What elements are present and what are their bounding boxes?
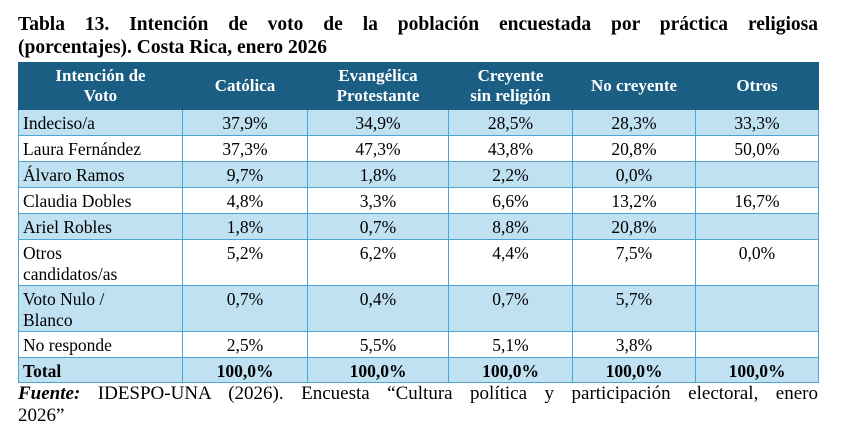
table-row: Indeciso/a 37,9% 34,9% 28,5% 28,3% 33,3% bbox=[18, 109, 819, 136]
table-title-line-2: (porcentajes). Costa Rica, enero 2026 bbox=[18, 37, 328, 58]
source-label: Fuente: bbox=[18, 383, 81, 404]
cell: 43,8% bbox=[448, 135, 573, 162]
cell: 28,5% bbox=[448, 109, 573, 136]
cell: 0,7% bbox=[182, 285, 308, 332]
source-text-line-1: IDESPO-UNA (2026). Encuesta “Cultura pol… bbox=[97, 383, 818, 404]
row-label: Ariel Robles bbox=[18, 213, 183, 240]
cell: 20,8% bbox=[572, 213, 696, 240]
cell bbox=[695, 213, 819, 240]
row-label: Indeciso/a bbox=[18, 109, 183, 136]
cell bbox=[695, 285, 819, 332]
total-cell: 100,0% bbox=[182, 357, 308, 383]
header-intencion-de-voto: Intención de Voto bbox=[18, 62, 183, 110]
cell: 5,5% bbox=[307, 331, 449, 358]
total-label: Total bbox=[18, 357, 183, 383]
total-cell: 100,0% bbox=[572, 357, 696, 383]
table-row: Ariel Robles 1,8% 0,7% 8,8% 20,8% bbox=[18, 213, 819, 240]
table-row: Claudia Dobles 4,8% 3,3% 6,6% 13,2% 16,7… bbox=[18, 187, 819, 214]
table-row: Álvaro Ramos 9,7% 1,8% 2,2% 0,0% bbox=[18, 161, 819, 188]
cell: 6,2% bbox=[307, 239, 449, 286]
header-otros: Otros bbox=[695, 62, 819, 110]
row-label: Voto Nulo / Blanco bbox=[18, 285, 183, 332]
total-cell: 100,0% bbox=[695, 357, 819, 383]
cell: 7,5% bbox=[572, 239, 696, 286]
total-cell: 100,0% bbox=[448, 357, 573, 383]
cell: 8,8% bbox=[448, 213, 573, 240]
table-row: Otros candidatos/as 5,2% 6,2% 4,4% 7,5% 0… bbox=[18, 239, 819, 286]
table-row: Voto Nulo / Blanco 0,7% 0,4% 0,7% 5,7% bbox=[18, 285, 819, 332]
row-label: Claudia Dobles bbox=[18, 187, 183, 214]
cell: 1,8% bbox=[307, 161, 449, 188]
row-label: Laura Fernández bbox=[18, 135, 183, 162]
table-row: Laura Fernández 37,3% 47,3% 43,8% 20,8% … bbox=[18, 135, 819, 162]
cell: 2,5% bbox=[182, 331, 308, 358]
header-creyente-sin-religion: Creyente sin religión bbox=[448, 62, 573, 110]
cell: 13,2% bbox=[572, 187, 696, 214]
header-no-creyente: No creyente bbox=[572, 62, 696, 110]
cell: 0,0% bbox=[572, 161, 696, 188]
header-evangelica-protestante: Evangélica Protestante bbox=[307, 62, 449, 110]
cell: 0,4% bbox=[307, 285, 449, 332]
table-row: No responde 2,5% 5,5% 5,1% 3,8% bbox=[18, 331, 819, 358]
cell: 28,3% bbox=[572, 109, 696, 136]
table-title-line-1: Tabla 13. Intención de voto de la poblac… bbox=[18, 14, 818, 35]
source-note: Fuente: IDESPO-UNA (2026). Encuesta “Cul… bbox=[18, 383, 818, 427]
cell: 47,3% bbox=[307, 135, 449, 162]
cell bbox=[695, 331, 819, 358]
cell: 37,9% bbox=[182, 109, 308, 136]
header-catolica: Católica bbox=[182, 62, 308, 110]
row-label: Otros candidatos/as bbox=[18, 239, 183, 286]
row-label: Álvaro Ramos bbox=[18, 161, 183, 188]
vote-intention-table: Intención de Voto Católica Evangélica Prot… bbox=[18, 62, 819, 383]
cell: 34,9% bbox=[307, 109, 449, 136]
cell: 3,3% bbox=[307, 187, 449, 214]
row-label: No responde bbox=[18, 331, 183, 358]
cell bbox=[695, 161, 819, 188]
source-text-line-2: 2026” bbox=[18, 405, 65, 426]
cell: 2,2% bbox=[448, 161, 573, 188]
cell: 50,0% bbox=[695, 135, 819, 162]
cell: 5,7% bbox=[572, 285, 696, 332]
cell: 37,3% bbox=[182, 135, 308, 162]
cell: 5,1% bbox=[448, 331, 573, 358]
cell: 33,3% bbox=[695, 109, 819, 136]
cell: 0,7% bbox=[307, 213, 449, 240]
cell: 0,7% bbox=[448, 285, 573, 332]
cell: 5,2% bbox=[182, 239, 308, 286]
cell: 16,7% bbox=[695, 187, 819, 214]
cell: 0,0% bbox=[695, 239, 819, 286]
cell: 20,8% bbox=[572, 135, 696, 162]
cell: 4,4% bbox=[448, 239, 573, 286]
cell: 4,8% bbox=[182, 187, 308, 214]
total-cell: 100,0% bbox=[307, 357, 449, 383]
total-row: Total 100,0% 100,0% 100,0% 100,0% 100,0% bbox=[18, 357, 819, 383]
header-row: Intención de Voto Católica Evangélica Prot… bbox=[18, 62, 819, 110]
cell: 1,8% bbox=[182, 213, 308, 240]
cell: 9,7% bbox=[182, 161, 308, 188]
cell: 3,8% bbox=[572, 331, 696, 358]
table-title: Tabla 13. Intención de voto de la poblac… bbox=[18, 13, 818, 59]
cell: 6,6% bbox=[448, 187, 573, 214]
